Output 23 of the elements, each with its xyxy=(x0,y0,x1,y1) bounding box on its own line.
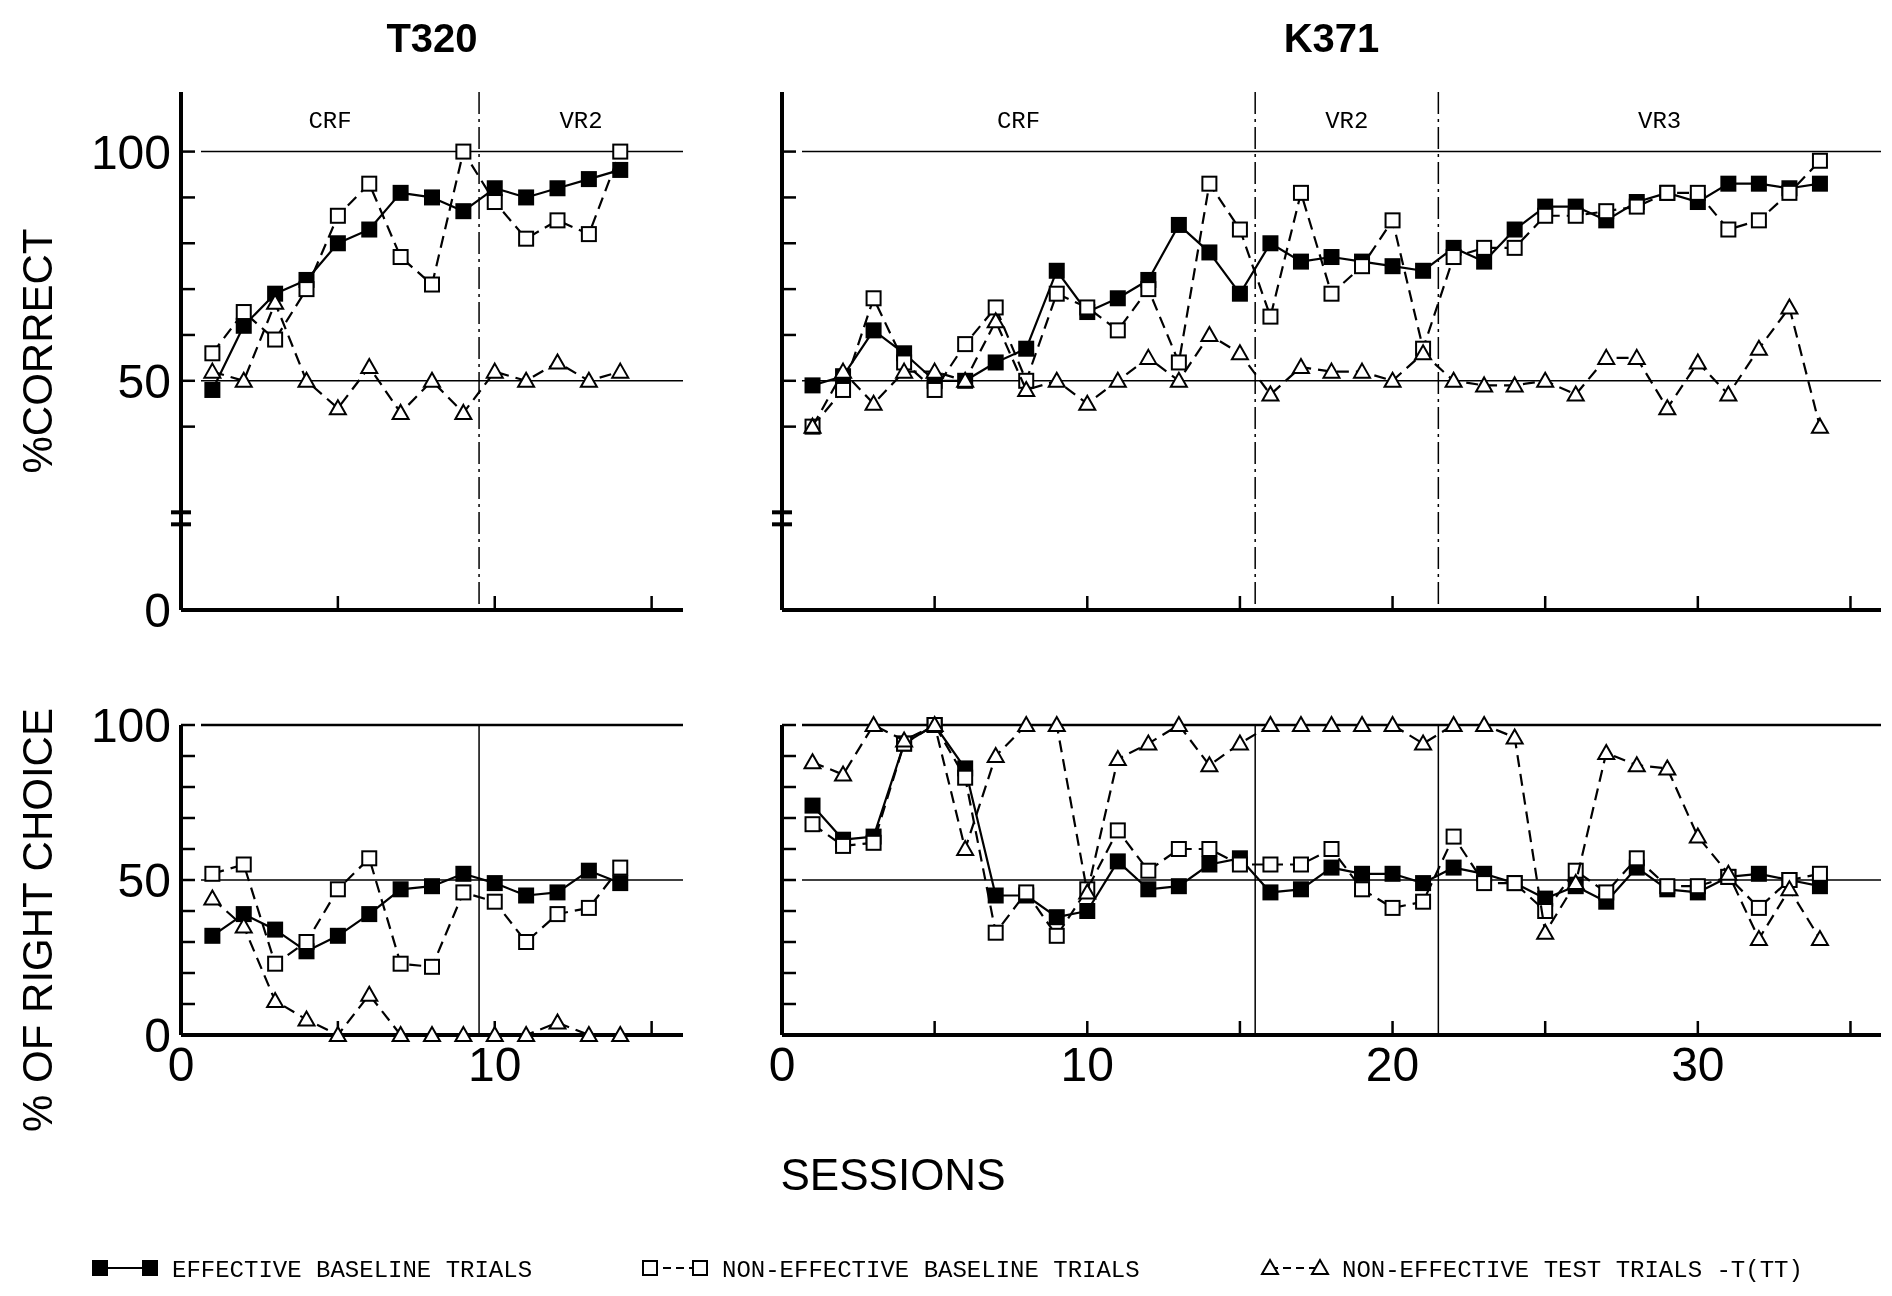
y-tick-label: 100 xyxy=(90,699,171,753)
annotation: CRF xyxy=(996,108,1041,135)
chart-title: K371 xyxy=(1283,16,1380,60)
annotation: VR2 xyxy=(559,108,603,135)
x-tick-label: 10 xyxy=(468,1038,522,1091)
x-axis-title: SESSIONS xyxy=(780,1150,1006,1199)
legend-label: EFFECTIVE BASELINE TRIALS xyxy=(172,1256,533,1284)
chart-title: T320 xyxy=(386,16,478,60)
x-tick-label: 30 xyxy=(1671,1038,1725,1091)
y-tick-label: 100 xyxy=(90,125,171,179)
annotation: VR3 xyxy=(1638,108,1682,135)
y-tick-label: 50 xyxy=(117,854,171,908)
legend-label: NON-EFFECTIVE BASELINE TRIALS xyxy=(722,1256,1140,1284)
y-axis-title: %CORRECT xyxy=(14,228,61,474)
x-tick-label: 20 xyxy=(1365,1038,1420,1091)
legend-label: NON-EFFECTIVE TEST TRIALS -T(TT) xyxy=(1342,1256,1803,1284)
annotation: CRF xyxy=(308,108,352,135)
y-axis-title: % OF RIGHT CHOICE xyxy=(14,708,61,1132)
annotation: VR2 xyxy=(1325,108,1369,135)
y-tick-label: 50 xyxy=(117,355,171,409)
y-tick-label: 0 xyxy=(144,584,171,638)
x-tick-label: 10 xyxy=(1060,1038,1114,1091)
x-tick-label: 0 xyxy=(768,1038,796,1091)
